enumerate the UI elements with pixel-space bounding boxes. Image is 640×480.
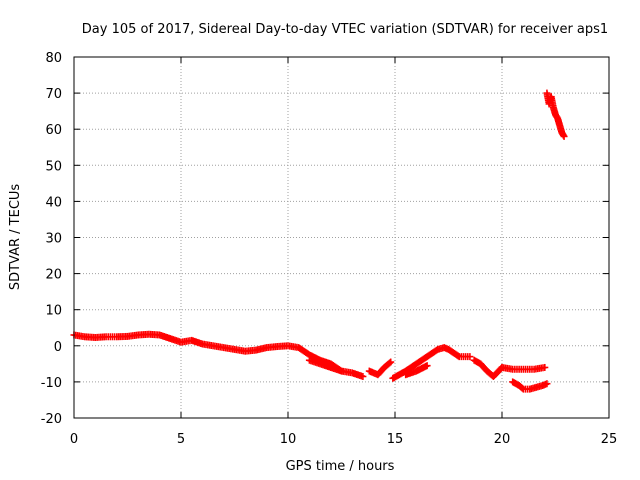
chart-title: Day 105 of 2017, Sidereal Day-to-day VTE…: [82, 22, 608, 37]
x-axis-label: GPS time / hours: [286, 459, 395, 474]
tick-marks: [73, 56, 610, 419]
data-point: [454, 352, 462, 360]
data-point: [518, 384, 526, 392]
x-tick-label: 20: [494, 432, 511, 447]
y-tick-label: -20: [41, 412, 62, 427]
data-point: [560, 132, 568, 140]
x-tick-label: 0: [70, 432, 78, 447]
y-tick-label: 40: [45, 195, 62, 210]
x-tick-label: 5: [177, 432, 185, 447]
x-tick-label: 10: [280, 432, 297, 447]
y-axis-label: SDTVAR / TECUs: [8, 184, 23, 291]
data-point: [543, 380, 551, 388]
x-tick-label: 25: [601, 432, 618, 447]
y-tick-label: 30: [45, 232, 62, 247]
data-point: [359, 372, 367, 380]
y-tick-label: 50: [45, 159, 62, 174]
y-tick-label: 60: [45, 123, 62, 138]
x-tick-label: 15: [387, 432, 404, 447]
data-point: [541, 363, 549, 371]
y-tick-label: 10: [45, 304, 62, 319]
y-tick-label: 0: [54, 340, 62, 355]
grid-lines: [74, 57, 609, 418]
y-tick-labels: -20 -10 0 10 20 30 40 50 60 70 80: [41, 51, 62, 427]
x-tick-labels: 0 5 10 15 20 25: [70, 432, 617, 447]
y-tick-label: 20: [45, 268, 62, 283]
data-point: [386, 359, 394, 367]
y-tick-label: -10: [41, 376, 62, 391]
data-point: [387, 358, 395, 366]
data-points: [70, 89, 568, 393]
data-point: [338, 367, 345, 375]
data-point: [423, 362, 431, 370]
y-tick-label: 80: [45, 51, 62, 66]
y-tick-label: 70: [45, 87, 62, 102]
data-point: [466, 353, 474, 361]
